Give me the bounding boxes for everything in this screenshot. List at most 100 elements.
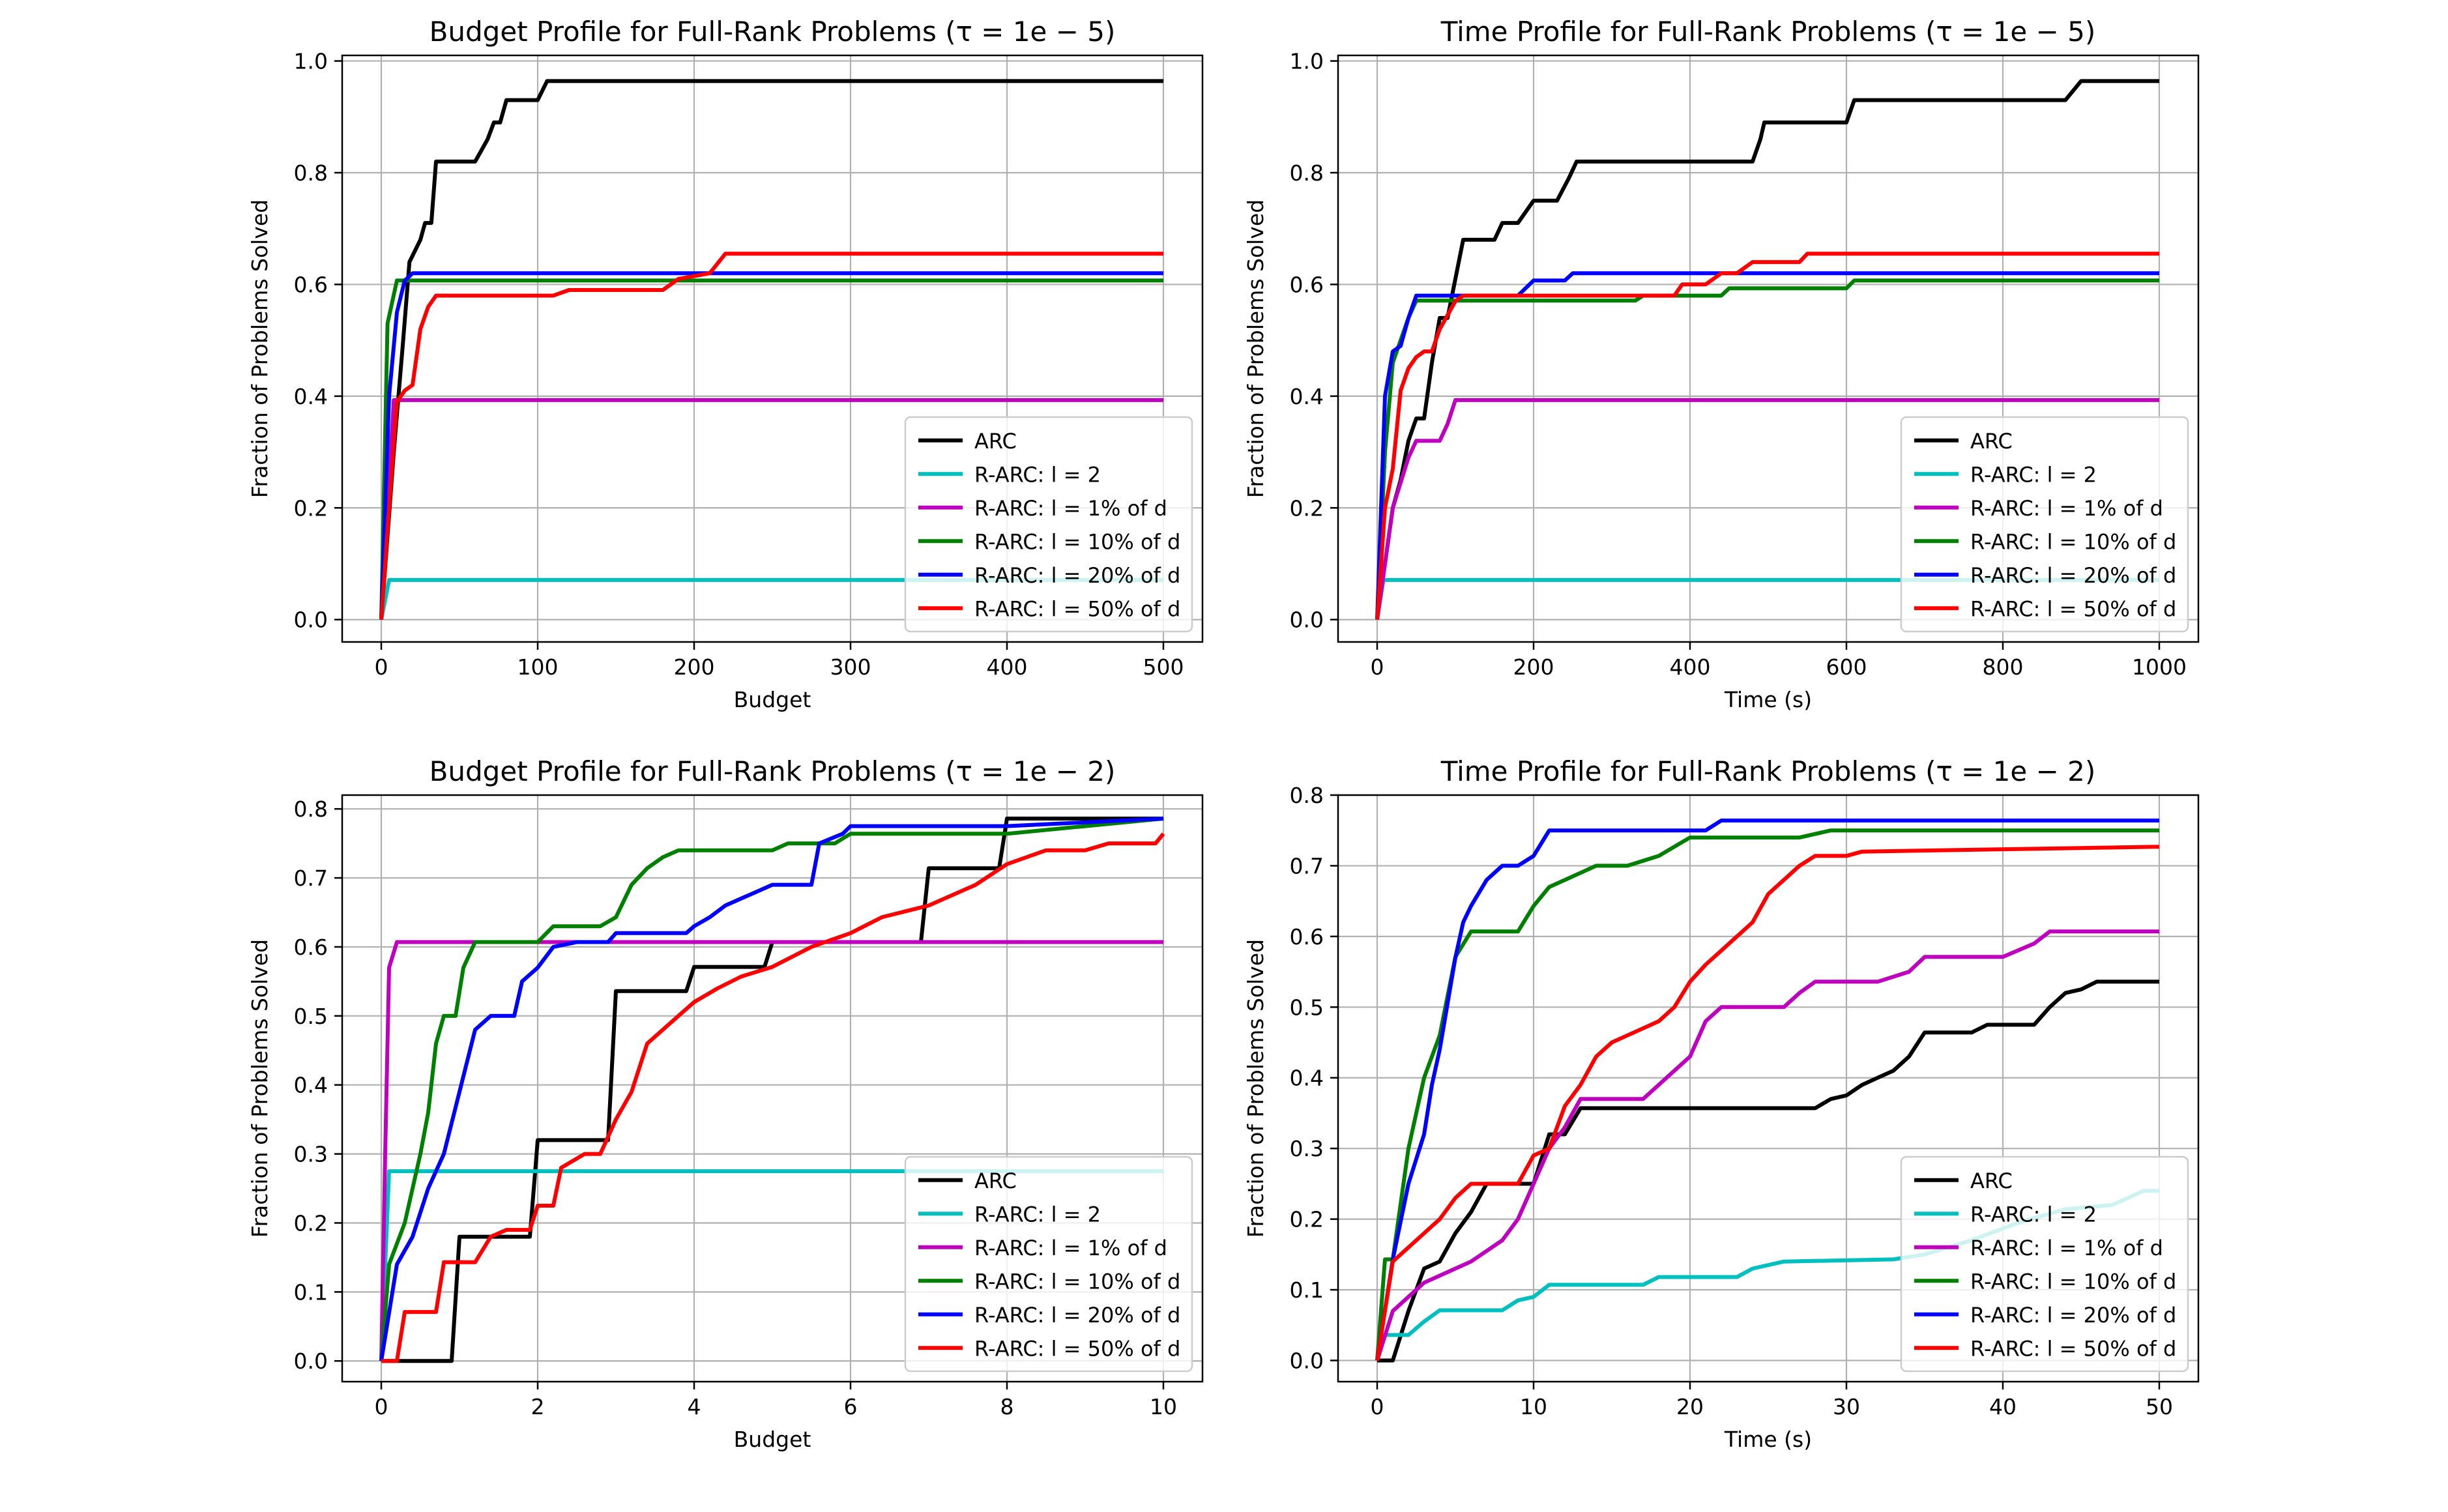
legend-entry-label: R-ARC: l = 50% of d [974, 1336, 1180, 1361]
x-tick-label: 400 [1670, 654, 1711, 680]
series-line-5 [379, 271, 1163, 620]
x-tick-label: 0 [1371, 654, 1384, 680]
x-tick-label: 800 [1983, 654, 2024, 680]
x-tick-label: 1000 [2132, 654, 2187, 680]
y-axis-label: Fraction of Problems Solved [1243, 939, 1268, 1238]
legend-entry-label: R-ARC: l = 50% of d [1970, 1336, 2176, 1361]
series-line-1 [379, 79, 1163, 620]
legend-entry-label: R-ARC: l = 2 [1970, 1202, 2097, 1227]
legend-entry-label: R-ARC: l = 10% of d [1970, 529, 2176, 554]
legend: ARC R-ARC: l = 2 R-ARC: l = 1% of d R-ARC: … [1900, 1156, 2189, 1373]
legend-box [1900, 1156, 2189, 1373]
legend-entry-label: R-ARC: l = 50% of d [1970, 596, 2176, 621]
legend-entry-label: R-ARC: l = 10% of d [1970, 1269, 2176, 1294]
series-line-4 [379, 817, 1164, 1361]
y-tick-label: 0.2 [1290, 495, 1324, 521]
legend-entry-label: ARC [974, 429, 1017, 454]
y-tick-label: 1.0 [1290, 49, 1324, 74]
axes-frame [341, 794, 1204, 1383]
series-line-1 [1377, 980, 2159, 1363]
y-tick-label: 0.7 [294, 865, 328, 891]
chart-title: Time Profile for Full-Rank Problems (τ =… [1440, 16, 2096, 48]
y-tick-label: 0.8 [1290, 160, 1324, 186]
x-tick-label: 30 [1833, 1394, 1860, 1419]
x-axis-label: Budget [734, 687, 811, 712]
y-tick-label: 0.0 [294, 607, 328, 633]
legend-box [904, 416, 1193, 633]
series-line-3 [1375, 398, 2159, 620]
x-tick-label: 10 [1150, 1394, 1177, 1419]
legend-entry-label: ARC [1970, 1169, 2013, 1193]
legend-entry-label: R-ARC: l = 10% of d [974, 1269, 1180, 1294]
legend-entry-label: R-ARC: l = 2 [1970, 462, 2097, 487]
x-tick-label: 0 [375, 1394, 388, 1419]
series-line-4 [379, 278, 1163, 620]
y-tick-label: 0.0 [1290, 607, 1324, 633]
y-axis-label: Fraction of Problems Solved [247, 199, 272, 498]
x-tick-label: 10 [1520, 1394, 1547, 1419]
y-tick-label: 0.1 [294, 1279, 328, 1305]
y-tick-label: 0.4 [294, 384, 328, 409]
x-tick-label: 400 [987, 654, 1028, 680]
chart-title: Time Profile for Full-Rank Problems (τ =… [1440, 755, 2096, 787]
x-tick-label: 40 [1989, 1394, 2017, 1419]
x-tick-label: 200 [1513, 654, 1554, 680]
y-tick-label: 0.2 [1290, 1207, 1324, 1232]
legend-entry-label: R-ARC: l = 1% of d [974, 496, 1167, 521]
y-tick-label: 0.3 [294, 1142, 328, 1167]
y-tick-label: 0.1 [1290, 1277, 1324, 1303]
x-axis-label: Time (s) [1724, 1427, 1812, 1452]
legend-entry-label: R-ARC: l = 20% of d [974, 1303, 1180, 1328]
legend-entry-label: R-ARC: l = 20% of d [1970, 1303, 2176, 1328]
x-tick-label: 300 [830, 654, 871, 680]
series-line-6 [379, 252, 1163, 620]
series-line-5 [379, 817, 1164, 1361]
legend-entry-label: R-ARC: l = 20% of d [974, 563, 1180, 588]
x-tick-label: 2 [531, 1394, 545, 1419]
y-tick-label: 0.0 [1290, 1348, 1324, 1373]
x-tick-label: 20 [1676, 1394, 1704, 1419]
y-tick-label: 0.2 [294, 495, 328, 521]
legend: ARC R-ARC: l = 2 R-ARC: l = 1% of d R-ARC: … [1900, 416, 2189, 633]
y-axis-label: Fraction of Problems Solved [1243, 199, 1268, 498]
legend-entry-label: R-ARC: l = 2 [974, 1202, 1101, 1227]
y-tick-label: 0.6 [294, 935, 328, 960]
axes-frame [1337, 794, 2200, 1383]
y-tick-label: 0.8 [294, 796, 328, 822]
series-line-4 [1375, 828, 2159, 1361]
series-line-3 [379, 940, 1163, 1361]
x-tick-label: 50 [2146, 1394, 2173, 1419]
chart-title: Budget Profile for Full-Rank Problems (τ… [430, 16, 1116, 48]
y-tick-label: 0.6 [1290, 272, 1324, 297]
series-line-1 [1375, 79, 2159, 620]
y-tick-label: 0.3 [1290, 1136, 1324, 1161]
axes-frame [1337, 54, 2200, 643]
chart-1: 0 100 200 300 400 500 0.0 0.2 0.4 0.6 0.8 1.0 Budget… [247, 16, 1204, 712]
legend-entry-label: ARC [974, 1169, 1017, 1193]
x-tick-label: 500 [1143, 654, 1184, 680]
y-tick-label: 0.2 [294, 1210, 328, 1236]
y-tick-label: 0.4 [1290, 384, 1324, 409]
y-tick-label: 0.5 [1290, 995, 1324, 1020]
legend: ARC R-ARC: l = 2 R-ARC: l = 1% of d R-ARC: … [904, 1156, 1193, 1373]
legend-box [1900, 416, 2189, 633]
chart-4: 0 10 20 30 40 50 0.0 0.1 0.2 0.3 0.4 0.5 0.6 0.7 0.8 Ti… [1243, 755, 2200, 1452]
x-axis-label: Time (s) [1724, 687, 1812, 712]
series-line-6 [381, 832, 1165, 1363]
y-tick-label: 1.0 [294, 49, 328, 74]
y-tick-label: 0.6 [1290, 924, 1324, 950]
y-tick-label: 0.5 [294, 1004, 328, 1029]
x-tick-label: 200 [674, 654, 715, 680]
legend-entry-label: R-ARC: l = 50% of d [974, 596, 1180, 621]
x-tick-label: 6 [844, 1394, 858, 1419]
legend-entry-label: R-ARC: l = 1% of d [974, 1236, 1167, 1260]
legend-entry-label: R-ARC: l = 1% of d [1970, 496, 2163, 521]
y-tick-label: 0.8 [1290, 783, 1324, 808]
y-axis-label: Fraction of Problems Solved [247, 939, 272, 1238]
x-tick-label: 100 [517, 654, 559, 680]
chart-title: Budget Profile for Full-Rank Problems (τ… [430, 755, 1116, 787]
series-line-6 [1375, 845, 2160, 1361]
chart-2: 0 200 400 600 800 1000 0.0 0.2 0.4 0.6 0.8 1.0 Time … [1243, 16, 2200, 712]
x-axis-label: Budget [734, 1427, 811, 1452]
